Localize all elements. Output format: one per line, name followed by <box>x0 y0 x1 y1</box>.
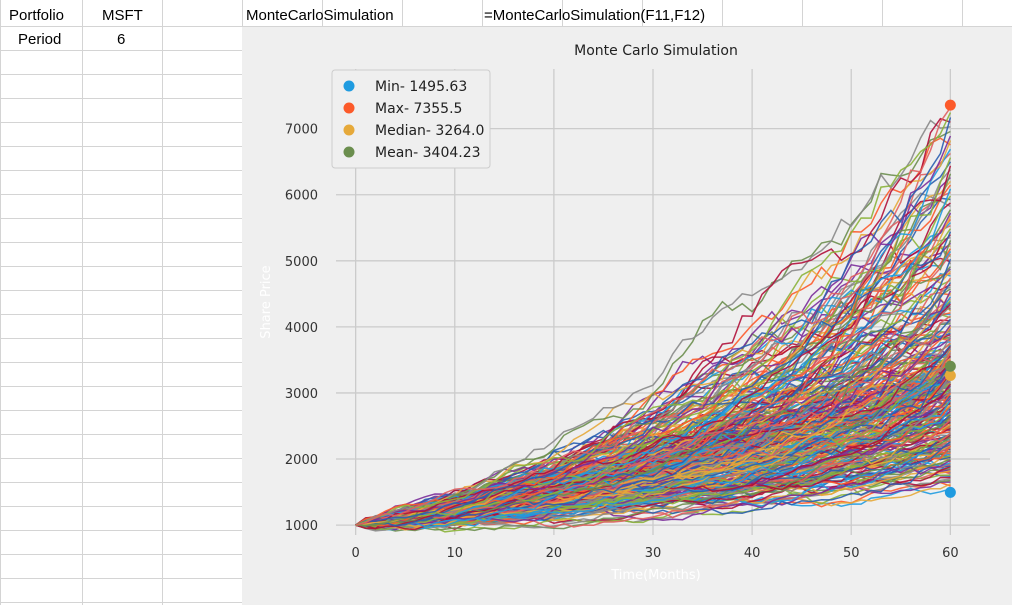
legend-marker <box>343 146 355 158</box>
cell-a2[interactable]: Period <box>18 31 62 48</box>
legend-label: Min- 1495.63 <box>375 79 467 95</box>
y-tick-label: 3000 <box>285 387 318 402</box>
legend-marker <box>343 124 355 136</box>
chart-panel[interactable]: 0 10 20 30 40 50 60 1000 2000 3000 4000 5000 6000 700… <box>242 27 1012 605</box>
x-tick-label: 30 <box>645 546 662 561</box>
simulation-path <box>355 117 952 526</box>
chart-legend: Min- 1495.63 Max- 7355.5 Median- 3264.0 Mea… <box>331 69 491 169</box>
endpoint-marker <box>944 360 956 372</box>
y-tick-label: 7000 <box>285 123 318 138</box>
x-tick-label: 40 <box>744 546 761 561</box>
x-tick-label: 10 <box>446 546 463 561</box>
cell-g1[interactable]: =MonteCarloSimulation(F11,F12) <box>484 7 706 24</box>
simulation-path <box>355 474 951 533</box>
endpoint-markers <box>944 99 956 498</box>
simulation-path <box>355 157 952 526</box>
simulation-path <box>355 112 952 526</box>
x-tick-label: 0 <box>352 546 360 561</box>
y-tick-label: 4000 <box>285 321 318 336</box>
y-tick-label: 6000 <box>285 189 318 204</box>
legend-label: Median- 3264.0 <box>375 123 484 139</box>
x-tick-label: 50 <box>843 546 860 561</box>
simulation-path <box>355 130 951 527</box>
simulation-path <box>355 202 951 530</box>
legend-marker <box>343 102 355 114</box>
cell-b2[interactable]: 6 <box>117 31 126 48</box>
legend-label: Mean- 3404.23 <box>375 145 481 161</box>
x-axis-label: Time(Months) <box>610 568 700 583</box>
simulation-path <box>355 119 951 526</box>
simulation-path <box>355 173 952 527</box>
y-tick-label: 2000 <box>285 453 318 468</box>
cell-a1[interactable]: Portfolio <box>9 7 65 24</box>
simulation-path <box>355 107 952 526</box>
simulation-path <box>355 250 952 528</box>
cell-d1[interactable]: MonteCarloSimulation <box>246 7 394 24</box>
simulation-path <box>355 326 952 528</box>
y-axis-label: Share Price <box>259 265 274 338</box>
y-tick-label: 1000 <box>285 519 318 534</box>
legend-box <box>331 69 491 169</box>
monte-carlo-chart: 0 10 20 30 40 50 60 1000 2000 3000 4000 5000 6000 700… <box>259 43 990 583</box>
y-tick-label: 5000 <box>285 255 318 270</box>
x-tick-label: 20 <box>546 546 563 561</box>
legend-label: Max- 7355.5 <box>375 101 462 117</box>
simulation-paths <box>355 107 952 533</box>
x-tick-label: 60 <box>942 546 959 561</box>
chart-title: Monte Carlo Simulation <box>574 43 738 59</box>
simulation-path <box>355 195 952 527</box>
endpoint-marker <box>944 486 956 498</box>
legend-marker <box>343 80 355 92</box>
endpoint-marker <box>944 99 956 111</box>
cell-b1[interactable]: MSFT <box>102 7 143 24</box>
endpoint-marker <box>944 369 956 381</box>
simulation-path <box>355 165 952 530</box>
axis-ticks: 0 10 20 30 40 50 60 1000 2000 3000 4000 5000 6000 700… <box>285 123 959 561</box>
simulation-path <box>355 476 951 531</box>
